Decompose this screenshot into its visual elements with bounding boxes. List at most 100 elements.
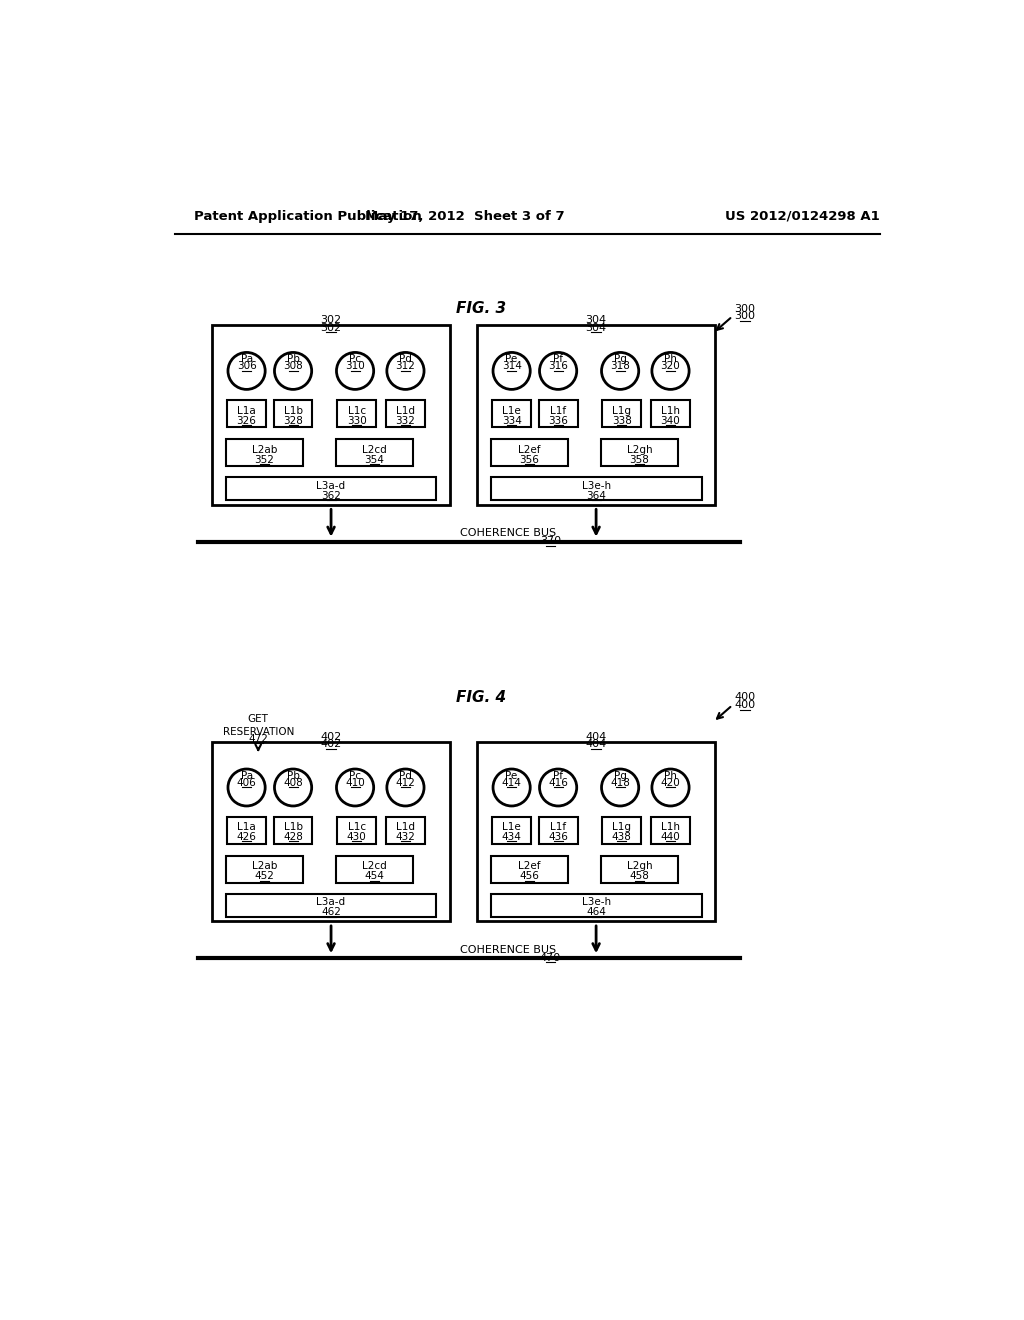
- Bar: [539, 817, 578, 843]
- Text: 408: 408: [284, 777, 303, 788]
- Bar: [602, 817, 641, 843]
- Text: L1b: L1b: [284, 822, 302, 832]
- Circle shape: [387, 770, 424, 807]
- Text: 332: 332: [395, 416, 416, 425]
- Text: 414: 414: [502, 777, 521, 788]
- Circle shape: [228, 770, 265, 807]
- Text: 334: 334: [502, 416, 521, 425]
- Text: 318: 318: [610, 362, 630, 371]
- Bar: [386, 817, 425, 843]
- Bar: [227, 400, 266, 428]
- Text: Pa: Pa: [241, 355, 253, 364]
- Text: 328: 328: [284, 416, 303, 425]
- Text: 404: 404: [586, 731, 607, 742]
- Text: L2cd: L2cd: [362, 445, 387, 455]
- Bar: [490, 894, 701, 917]
- Bar: [212, 326, 451, 506]
- Text: 300: 300: [734, 312, 756, 321]
- Text: 454: 454: [365, 871, 384, 882]
- Circle shape: [601, 352, 639, 389]
- Text: 426: 426: [237, 832, 257, 842]
- Text: 330: 330: [347, 416, 367, 425]
- Text: L2gh: L2gh: [627, 445, 652, 455]
- Text: 356: 356: [519, 455, 540, 465]
- Text: Pd: Pd: [399, 771, 412, 781]
- Bar: [225, 478, 436, 500]
- Bar: [539, 400, 578, 428]
- Text: Pc: Pc: [349, 771, 361, 781]
- Text: 432: 432: [395, 832, 416, 842]
- Text: Ph: Ph: [664, 771, 677, 781]
- Text: L3a-d: L3a-d: [316, 480, 346, 491]
- Text: 436: 436: [548, 832, 568, 842]
- Bar: [212, 742, 451, 921]
- Text: 340: 340: [660, 416, 680, 425]
- Text: L1e: L1e: [502, 405, 521, 416]
- Bar: [273, 400, 312, 428]
- Bar: [493, 400, 531, 428]
- Text: L2ef: L2ef: [518, 445, 541, 455]
- Bar: [336, 440, 414, 466]
- Bar: [490, 478, 701, 500]
- Text: 438: 438: [611, 832, 632, 842]
- Circle shape: [540, 352, 577, 389]
- Text: 464: 464: [586, 907, 606, 917]
- Circle shape: [601, 770, 639, 807]
- Text: COHERENCE BUS: COHERENCE BUS: [460, 945, 556, 954]
- Circle shape: [540, 770, 577, 807]
- Bar: [225, 440, 303, 466]
- Text: L3e-h: L3e-h: [582, 480, 610, 491]
- Text: Pd: Pd: [399, 355, 412, 364]
- Bar: [493, 817, 531, 843]
- Text: L1d: L1d: [396, 822, 415, 832]
- Text: 416: 416: [548, 777, 568, 788]
- Text: 304: 304: [586, 315, 606, 325]
- Circle shape: [493, 352, 530, 389]
- Text: 410: 410: [345, 777, 365, 788]
- Text: 306: 306: [237, 362, 256, 371]
- Text: Ph: Ph: [664, 355, 677, 364]
- Text: Pe: Pe: [506, 355, 518, 364]
- Circle shape: [337, 770, 374, 807]
- Text: 430: 430: [347, 832, 367, 842]
- Text: L1h: L1h: [662, 822, 680, 832]
- Text: Pf: Pf: [553, 355, 563, 364]
- Text: Pa: Pa: [241, 771, 253, 781]
- Text: L1g: L1g: [612, 405, 631, 416]
- Bar: [490, 857, 568, 883]
- Text: 462: 462: [322, 907, 341, 917]
- Text: 302: 302: [321, 315, 342, 325]
- Text: 400: 400: [734, 693, 755, 702]
- Text: 358: 358: [630, 455, 649, 465]
- Bar: [477, 742, 716, 921]
- Text: Pg: Pg: [613, 771, 627, 781]
- Text: 434: 434: [502, 832, 521, 842]
- Circle shape: [337, 352, 374, 389]
- Text: L1f: L1f: [550, 822, 566, 832]
- Text: 312: 312: [395, 362, 416, 371]
- Text: 326: 326: [237, 416, 257, 425]
- Text: L3a-d: L3a-d: [316, 898, 346, 907]
- Text: L3e-h: L3e-h: [582, 898, 610, 907]
- Bar: [601, 440, 678, 466]
- Bar: [651, 817, 690, 843]
- Text: L1a: L1a: [238, 405, 256, 416]
- Bar: [337, 817, 376, 843]
- Bar: [337, 400, 376, 428]
- Circle shape: [274, 352, 311, 389]
- Text: L1d: L1d: [396, 405, 415, 416]
- Text: L2cd: L2cd: [362, 862, 387, 871]
- Text: 418: 418: [610, 777, 630, 788]
- Circle shape: [274, 770, 311, 807]
- Text: US 2012/0124298 A1: US 2012/0124298 A1: [725, 210, 880, 223]
- Bar: [386, 400, 425, 428]
- Text: 456: 456: [519, 871, 540, 882]
- Bar: [273, 817, 312, 843]
- Text: 452: 452: [254, 871, 274, 882]
- Text: L2ab: L2ab: [252, 862, 278, 871]
- Text: 420: 420: [660, 777, 680, 788]
- Text: L1f: L1f: [550, 405, 566, 416]
- Bar: [651, 400, 690, 428]
- Text: L1c: L1c: [347, 822, 366, 832]
- Text: 354: 354: [365, 455, 384, 465]
